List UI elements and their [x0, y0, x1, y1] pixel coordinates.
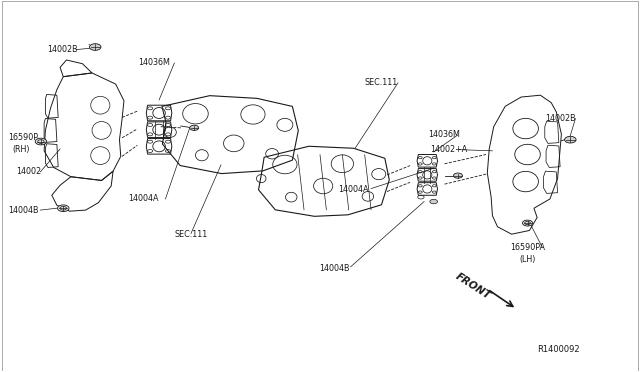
- Text: 14004A: 14004A: [338, 185, 369, 194]
- Text: SEC.111: SEC.111: [174, 230, 207, 240]
- Text: 14036M: 14036M: [429, 130, 460, 140]
- Circle shape: [454, 173, 463, 178]
- Text: 14004A: 14004A: [129, 195, 159, 203]
- Circle shape: [430, 199, 438, 204]
- Circle shape: [90, 44, 101, 50]
- Text: 14002B: 14002B: [47, 45, 77, 54]
- Text: FRONT: FRONT: [454, 272, 493, 302]
- Circle shape: [35, 138, 47, 145]
- Text: 14002B: 14002B: [545, 114, 575, 123]
- Text: 16590PA: 16590PA: [510, 243, 545, 251]
- Text: 16590P: 16590P: [8, 133, 38, 142]
- Circle shape: [522, 220, 532, 226]
- Text: 14036M: 14036M: [138, 58, 170, 67]
- Text: (LH): (LH): [519, 255, 536, 264]
- Text: 14002+A: 14002+A: [430, 145, 467, 154]
- Text: 14004B: 14004B: [8, 206, 39, 215]
- Text: (RH): (RH): [12, 145, 29, 154]
- Text: 14004B: 14004B: [319, 264, 349, 273]
- Text: R1400092: R1400092: [537, 344, 580, 353]
- Text: SEC.111: SEC.111: [365, 78, 398, 87]
- Circle shape: [58, 205, 69, 212]
- Circle shape: [564, 137, 576, 143]
- Text: 14002: 14002: [16, 167, 41, 176]
- Circle shape: [189, 125, 198, 131]
